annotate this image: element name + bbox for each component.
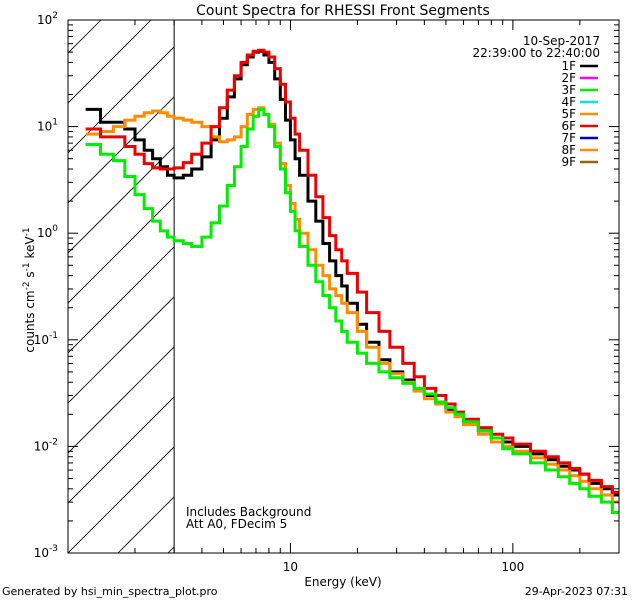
- legend-label-6F: 6F: [561, 119, 576, 133]
- legend-label-2F: 2F: [561, 71, 576, 85]
- y-tick-label: 100: [37, 224, 58, 240]
- legend-label-8F: 8F: [561, 143, 576, 157]
- y-tick-label: 101: [37, 118, 58, 134]
- hatch-line: [68, 396, 175, 504]
- hatch-line: [68, 446, 175, 553]
- legend-label-4F: 4F: [561, 95, 576, 109]
- series-3F: [85, 107, 619, 514]
- legend-label-3F: 3F: [561, 83, 576, 97]
- legend-label-9F: 9F: [561, 155, 576, 169]
- hatch-line: [68, 146, 175, 254]
- footer-timestamp: 29-Apr-2023 07:31: [525, 585, 628, 598]
- x-axis-label: Energy (keV): [304, 575, 381, 589]
- hatch-line: [318, 20, 640, 553]
- series-layer: [85, 48, 619, 514]
- x-tick-label: 10: [283, 560, 298, 574]
- hatch-line: [68, 20, 102, 54]
- legend-label-5F: 5F: [561, 107, 576, 121]
- legend-label-1F: 1F: [561, 59, 576, 73]
- hatch-line: [68, 196, 175, 304]
- y-axis-label: counts cm-2 s-1 keV-1: [22, 227, 37, 352]
- y-tick-label: 10-1: [34, 331, 58, 347]
- y-tick-label: 10-3: [34, 544, 58, 560]
- hatch-line: [468, 20, 640, 553]
- hatch-line: [68, 96, 175, 204]
- y-tick-label: 10-2: [34, 437, 58, 453]
- y-tick-label: 102: [37, 11, 58, 27]
- annotation-background: Includes Background: [186, 505, 311, 519]
- hatched-excluded-region: [68, 20, 640, 553]
- annotation-attenuator: Att A0, FDecim 5: [186, 517, 287, 531]
- footer-generated-by: Generated by hsi_min_spectra_plot.pro: [2, 585, 218, 598]
- date-label: 10-Sep-2017: [523, 34, 600, 48]
- axis-ticks: 10 100 10-3 10-2 10-1 100 101 102: [34, 11, 620, 574]
- series-6F: [85, 48, 619, 494]
- hatch-line: [618, 20, 640, 553]
- plot-frame: [67, 19, 620, 554]
- hatch-line: [368, 20, 640, 553]
- chart-title: Count Spectra for RHESSI Front Segments: [196, 3, 490, 19]
- hatch-line: [68, 346, 175, 454]
- legend-label-7F: 7F: [561, 131, 576, 145]
- time-range-label: 22:39:00 to 22:40:00: [473, 46, 600, 60]
- hatch-line: [68, 46, 175, 154]
- hatch-line: [418, 20, 640, 553]
- x-tick-label: 100: [501, 560, 524, 574]
- hatch-line: [68, 246, 175, 354]
